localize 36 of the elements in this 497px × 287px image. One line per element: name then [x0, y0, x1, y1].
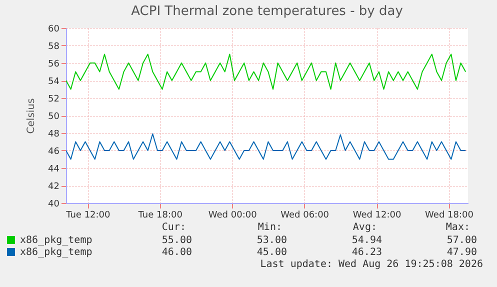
- x-tick-label: Wed 18:00: [425, 210, 474, 220]
- y-tick-label: 46: [48, 147, 60, 157]
- legend-label: x86_pkg_temp: [20, 235, 92, 246]
- text: 46.00: [162, 247, 192, 258]
- y-tick-label: 40: [48, 200, 60, 210]
- y-tick-label: 42: [48, 182, 60, 192]
- chart-title: ACPI Thermal zone temperatures - by day: [131, 4, 404, 19]
- text: 53.00: [256, 235, 287, 246]
- text: Last update: Wed Aug 26 19:25:08 2026: [260, 259, 483, 270]
- text: 55.00: [162, 235, 192, 246]
- x-tick-label: Wed 12:00: [352, 210, 402, 220]
- y-tick-label: 60: [48, 24, 60, 34]
- x-tick-label: Wed 00:00: [208, 210, 258, 220]
- x-tick-label: Tue 12:00: [65, 210, 111, 220]
- y-tick-label: 48: [48, 130, 60, 140]
- text: 57.00: [446, 235, 477, 246]
- y-tick-label: 58: [48, 42, 60, 52]
- legend-label: x86_pkg_temp: [20, 247, 92, 258]
- line-series: [66, 133, 466, 160]
- text: Cur:: [162, 222, 186, 233]
- line-series: [66, 54, 466, 90]
- text: 46.23: [352, 247, 382, 258]
- x-tick-label: Tue 18:00: [137, 210, 183, 220]
- text: Avg:: [352, 222, 377, 233]
- y-axis-title: Celsius: [26, 98, 38, 134]
- y-tick-label: 50: [48, 112, 60, 122]
- text: Min:: [258, 222, 282, 233]
- text: 45.00: [256, 247, 287, 258]
- text: Max:: [446, 222, 470, 233]
- x-tick-label: Wed 06:00: [280, 210, 330, 220]
- y-tick-label: 56: [48, 60, 60, 70]
- y-tick-label: 44: [48, 164, 60, 174]
- y-tick-label: 52: [48, 94, 60, 104]
- text: 54.94: [352, 235, 382, 246]
- y-tick-label: 54: [48, 77, 60, 87]
- text: 47.90: [446, 247, 477, 258]
